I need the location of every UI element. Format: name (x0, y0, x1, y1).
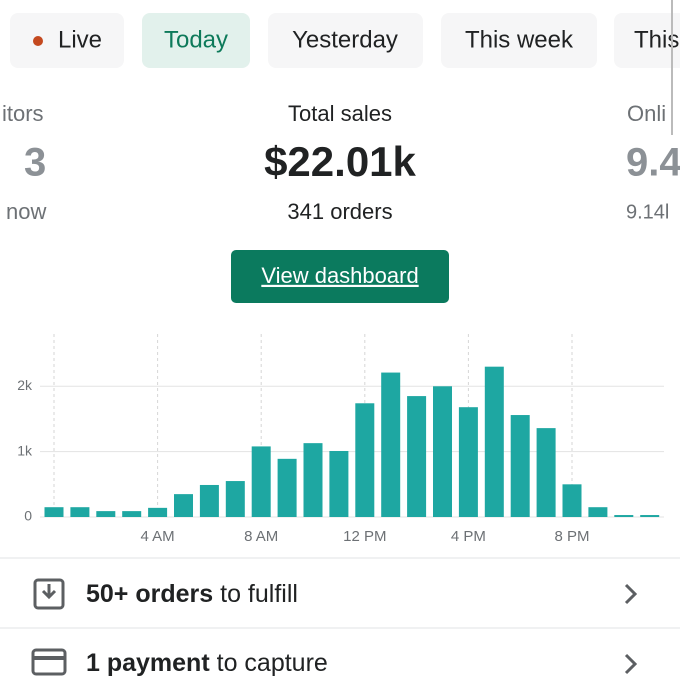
inbox-icon-arrow (41, 584, 57, 600)
tab-pill[interactable] (10, 13, 124, 68)
button-label[interactable]: View dashboard (261, 263, 418, 288)
bar (510, 415, 530, 517)
tab-label[interactable]: Today (164, 26, 228, 53)
bar (588, 507, 608, 517)
task-rest: to capture (210, 649, 328, 677)
tab-label[interactable]: Live (58, 26, 102, 53)
bar (251, 446, 271, 517)
y-tick-label: 2k (17, 377, 33, 393)
bar (199, 484, 219, 517)
tab-pill-selected[interactable] (142, 13, 250, 68)
chart: 0 1k 2k 4 AM 8 AM 12 PM 4 PM 8 PM (17, 334, 664, 545)
bar (407, 396, 427, 517)
bar (562, 484, 582, 517)
bar (458, 407, 478, 517)
x-tick-label: 8 AM (244, 528, 278, 545)
live-dot (33, 36, 43, 46)
stat-label: itors (2, 101, 44, 126)
y-tick-label: 0 (24, 508, 32, 524)
chevron[interactable] (624, 583, 638, 605)
bar (174, 494, 193, 517)
bar (640, 515, 660, 517)
stat-value: $22.01k (264, 138, 416, 185)
stat-sub: 341 orders (287, 199, 392, 224)
x-tick-label: 4 PM (451, 528, 486, 545)
bar (303, 443, 323, 517)
task-count: 1 payment (86, 649, 210, 677)
bar (148, 507, 168, 517)
bar (381, 372, 401, 517)
stat-value: 3 (24, 141, 46, 185)
tab-label[interactable]: This week (465, 26, 574, 53)
task-rest: to fulfill (213, 580, 298, 608)
payment-icon (31, 648, 67, 676)
stat-sub: 9.14l (626, 201, 669, 223)
task-text[interactable]: 50+ orders to fulfill (86, 580, 298, 608)
bar (277, 458, 297, 517)
task-count: 50+ orders (86, 580, 213, 608)
button[interactable] (231, 250, 449, 303)
bar (355, 403, 375, 517)
x-tick-label: 12 PM (343, 528, 386, 545)
x-tick-label: 8 PM (554, 528, 589, 545)
bar (536, 428, 556, 517)
bar (44, 507, 64, 517)
tab-pill[interactable] (614, 13, 680, 68)
tab-pill[interactable] (441, 13, 597, 68)
x-tick-label: 4 AM (141, 528, 175, 545)
bar (433, 386, 452, 517)
stat-sub: now (6, 199, 46, 224)
task-text[interactable]: 1 payment to capture (86, 649, 328, 677)
tab-label[interactable]: Yesterday (292, 26, 398, 53)
bar (225, 481, 245, 517)
y-tick-label: 1k (17, 442, 33, 458)
bar (122, 511, 142, 517)
bar (329, 450, 349, 517)
bar (70, 507, 90, 517)
inbox-icon (33, 578, 65, 610)
bar (614, 515, 634, 517)
stat-label: Total sales (288, 101, 392, 126)
stat-label: Onli (627, 101, 666, 126)
bar (484, 366, 504, 517)
bar (96, 511, 116, 517)
stat-value: 9.4 (626, 141, 680, 185)
chevron[interactable] (624, 653, 638, 675)
tab-pill[interactable] (268, 13, 423, 68)
